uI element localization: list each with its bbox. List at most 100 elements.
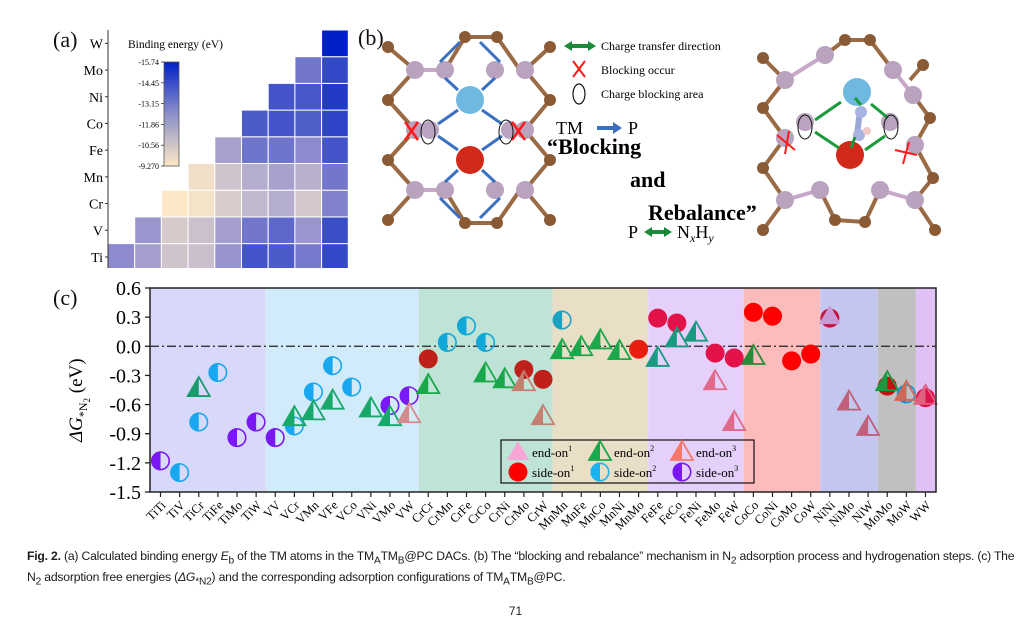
y-tick-label: V <box>93 224 103 239</box>
legend-marker-end-on1 <box>507 441 529 460</box>
point-end-on2-vmo <box>377 404 403 427</box>
heatmap-cell <box>294 136 323 165</box>
caption-text: @PC. <box>533 570 566 585</box>
point-end-on3-nimo <box>836 388 862 411</box>
colorbar-tick-label: -10.56 <box>138 141 159 150</box>
point-side-on1-como <box>782 351 802 371</box>
point-side-on1-coni <box>762 306 782 326</box>
colorbar-tick-label: -9.270 <box>138 162 159 171</box>
y-axis-label: ΔG*N2 (eV) <box>66 358 92 443</box>
heatmap-cell <box>294 216 323 245</box>
point-side-on1-few <box>724 348 744 368</box>
legend-marker-side-on2 <box>590 462 610 482</box>
point-side-on2-crmn <box>437 332 457 352</box>
point-end-on2-mnmn <box>549 337 575 360</box>
heatmap-cell <box>134 216 162 245</box>
y-tick-label: Fe <box>89 144 103 159</box>
point-end-on2-crco <box>473 360 499 383</box>
heatmap-cell <box>241 163 269 191</box>
caption-fig-label: Fig. 2. <box>27 549 61 563</box>
right-structure <box>757 34 941 236</box>
heatmap-cell <box>241 189 269 218</box>
point-side-on2-tiv <box>170 463 190 483</box>
point-side-on2-vco <box>342 377 362 397</box>
y-tick-label: -0.9 <box>109 424 141 446</box>
nxhy-label: NxHy <box>677 222 714 245</box>
point-end-on2-vfe <box>320 387 346 410</box>
legend-marker-end-on2 <box>587 439 613 461</box>
point-end-on3-crmo <box>511 369 537 392</box>
red-x-icon <box>572 60 586 78</box>
caption-eb: E <box>220 549 229 563</box>
point-side-on1-mnmo <box>629 339 649 359</box>
heatmap-cell <box>321 189 349 218</box>
caption-sub: B <box>397 555 405 567</box>
heatmap-cell <box>294 109 323 138</box>
heatmap-cell <box>321 243 349 268</box>
caption-sub: 2 <box>730 555 737 567</box>
point-side-on3-tiw <box>246 412 266 432</box>
legend-marker-end-on3 <box>669 439 695 461</box>
x-tick-label: WW <box>907 498 934 525</box>
heatmap-cell <box>321 136 349 165</box>
legend-marker-side-on1 <box>508 462 528 482</box>
y-tick-label: 0.6 <box>116 280 141 300</box>
heatmap-cell <box>267 82 296 111</box>
point-end-on2-coco <box>740 343 766 365</box>
panel-label-a: (a) <box>53 27 78 52</box>
point-end-on3-few <box>721 409 747 431</box>
p-label-2: P <box>628 222 638 242</box>
point-end-on3-ww <box>912 383 939 405</box>
y-tick-label: -1.2 <box>109 453 141 475</box>
heatmap-cell <box>241 216 269 245</box>
y-tick-label: -0.6 <box>109 395 141 417</box>
y-tick-label: -1.5 <box>109 482 141 504</box>
colorbar-tick-label: -11.86 <box>139 120 159 129</box>
caption-sub: 2 <box>35 576 42 588</box>
y-tick-label: 0.3 <box>116 307 141 329</box>
point-side-on3-titi <box>151 451 171 471</box>
caption-sub: A <box>503 576 510 588</box>
point-end-on2-vni <box>358 395 384 418</box>
point-end-on2-vcr <box>281 404 307 427</box>
point-side-on3-vv <box>265 428 285 448</box>
point-end-on3-femo <box>702 368 728 391</box>
caption-text: @PC DACs. (b) The “blocking and rebalanc… <box>404 549 731 563</box>
heatmap-cell <box>294 82 323 111</box>
legend-blocking: Blocking occur <box>601 63 675 77</box>
legend-label: end-on1 <box>532 444 572 460</box>
page-number: 71 <box>508 604 523 618</box>
point-end-on2-feco <box>664 325 690 348</box>
heatmap-cell <box>267 189 296 218</box>
point-end-on2-mnfe <box>568 334 594 357</box>
heatmap-cell <box>241 109 269 138</box>
heatmap-cell <box>187 189 216 218</box>
point-end-on2-crni <box>492 366 518 389</box>
legend-label: side-on2 <box>614 464 656 480</box>
caption-text: (a) Calculated binding energy <box>60 549 221 563</box>
heatmap-cell <box>321 82 349 111</box>
ellipse-icon <box>572 83 586 105</box>
heatmap-cell <box>214 189 243 218</box>
heatmap-cell <box>294 189 323 218</box>
point-side-on2-tife <box>208 363 228 383</box>
point-side-on1-crw <box>533 369 553 389</box>
y-tick-label: Co <box>87 117 103 132</box>
double-arrow-green-icon <box>644 227 672 237</box>
point-side-on1-crcr <box>418 349 438 369</box>
legend-blocking-area: Charge blocking area <box>601 87 704 101</box>
title-and: and <box>630 167 665 192</box>
legend-label: side-on3 <box>696 464 738 480</box>
title-blocking: “Blocking <box>547 134 641 159</box>
caption-sub: B <box>526 576 534 588</box>
y-tick-label: Mn <box>84 171 103 186</box>
point-end-on2-crcr <box>415 372 441 395</box>
caption-sub: *N2 <box>195 576 212 588</box>
point-end-on1-nini <box>818 305 841 325</box>
legend-label: end-on3 <box>696 444 736 460</box>
heatmap-cell <box>134 243 162 268</box>
title-rebalance: Rebalance” <box>648 200 757 225</box>
heatmap-cell <box>321 109 349 138</box>
tm-atom-b <box>456 146 484 174</box>
point-side-on2-vfe <box>323 356 343 376</box>
